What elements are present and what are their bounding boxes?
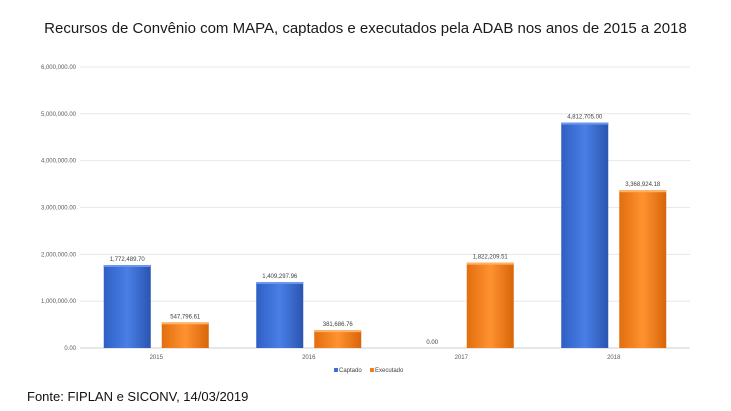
bar-cap: [466, 262, 514, 265]
x-tick-label: 2015: [150, 355, 164, 361]
y-axis: 0.00 1,000,000.00 2,000,000.00 3,000,000.00…: [41, 65, 77, 352]
y-tick-label: 6,000,000.00: [41, 65, 77, 71]
x-axis: 2015 2016 2017 2018: [150, 355, 622, 361]
data-label: 3,368,924.18: [625, 182, 661, 188]
bar-captado-2015: [103, 264, 151, 348]
y-tick-label: 4,000,000.00: [41, 159, 77, 165]
bar-captado-2018: [561, 122, 609, 348]
data-labels: 1,772,489.70 547,796.61 1,409,297.96 381,68…: [110, 115, 661, 346]
x-tick-label: 2017: [455, 355, 469, 361]
bar-cap: [314, 330, 362, 333]
y-tick-label: 0.00: [64, 346, 76, 352]
bar-cap: [103, 264, 151, 267]
bar-executado-2015: [161, 322, 209, 348]
chart-title: Recursos de Convênio com MAPA, captados …: [44, 20, 687, 37]
bar-captado-2016: [256, 281, 304, 348]
bar-cap: [256, 281, 304, 284]
data-label: 381,686.76: [323, 322, 354, 328]
data-label: 1,822,209.51: [473, 255, 509, 261]
data-label: 1,409,297.96: [262, 274, 298, 280]
data-label: 547,796.61: [170, 314, 201, 320]
legend-label-captado: Captado: [339, 368, 362, 374]
data-label: 1,772,489.70: [110, 257, 146, 263]
legend-swatch-captado: [334, 368, 338, 372]
bars: [103, 122, 667, 348]
bar-executado-2018: [619, 190, 667, 348]
legend: Captado Executado: [334, 368, 404, 374]
y-tick-label: 1,000,000.00: [41, 299, 77, 305]
legend-swatch-executado: [370, 368, 374, 372]
y-tick-label: 5,000,000.00: [41, 112, 77, 118]
x-tick-label: 2016: [302, 355, 316, 361]
bar-cap: [561, 122, 609, 125]
bar-cap: [161, 322, 209, 325]
legend-label-executado: Executado: [375, 368, 404, 374]
y-tick-label: 3,000,000.00: [41, 206, 77, 212]
bar-cap: [619, 190, 667, 193]
source-note: Fonte: FIPLAN e SICONV, 14/03/2019: [27, 389, 249, 404]
data-label: 0.00: [426, 340, 438, 346]
bar-executado-2017: [466, 262, 514, 348]
y-tick-label: 2,000,000.00: [41, 252, 77, 258]
x-tick-label: 2018: [607, 355, 621, 361]
bar-executado-2016: [314, 330, 362, 348]
data-label: 4,812,705.00: [567, 115, 603, 121]
